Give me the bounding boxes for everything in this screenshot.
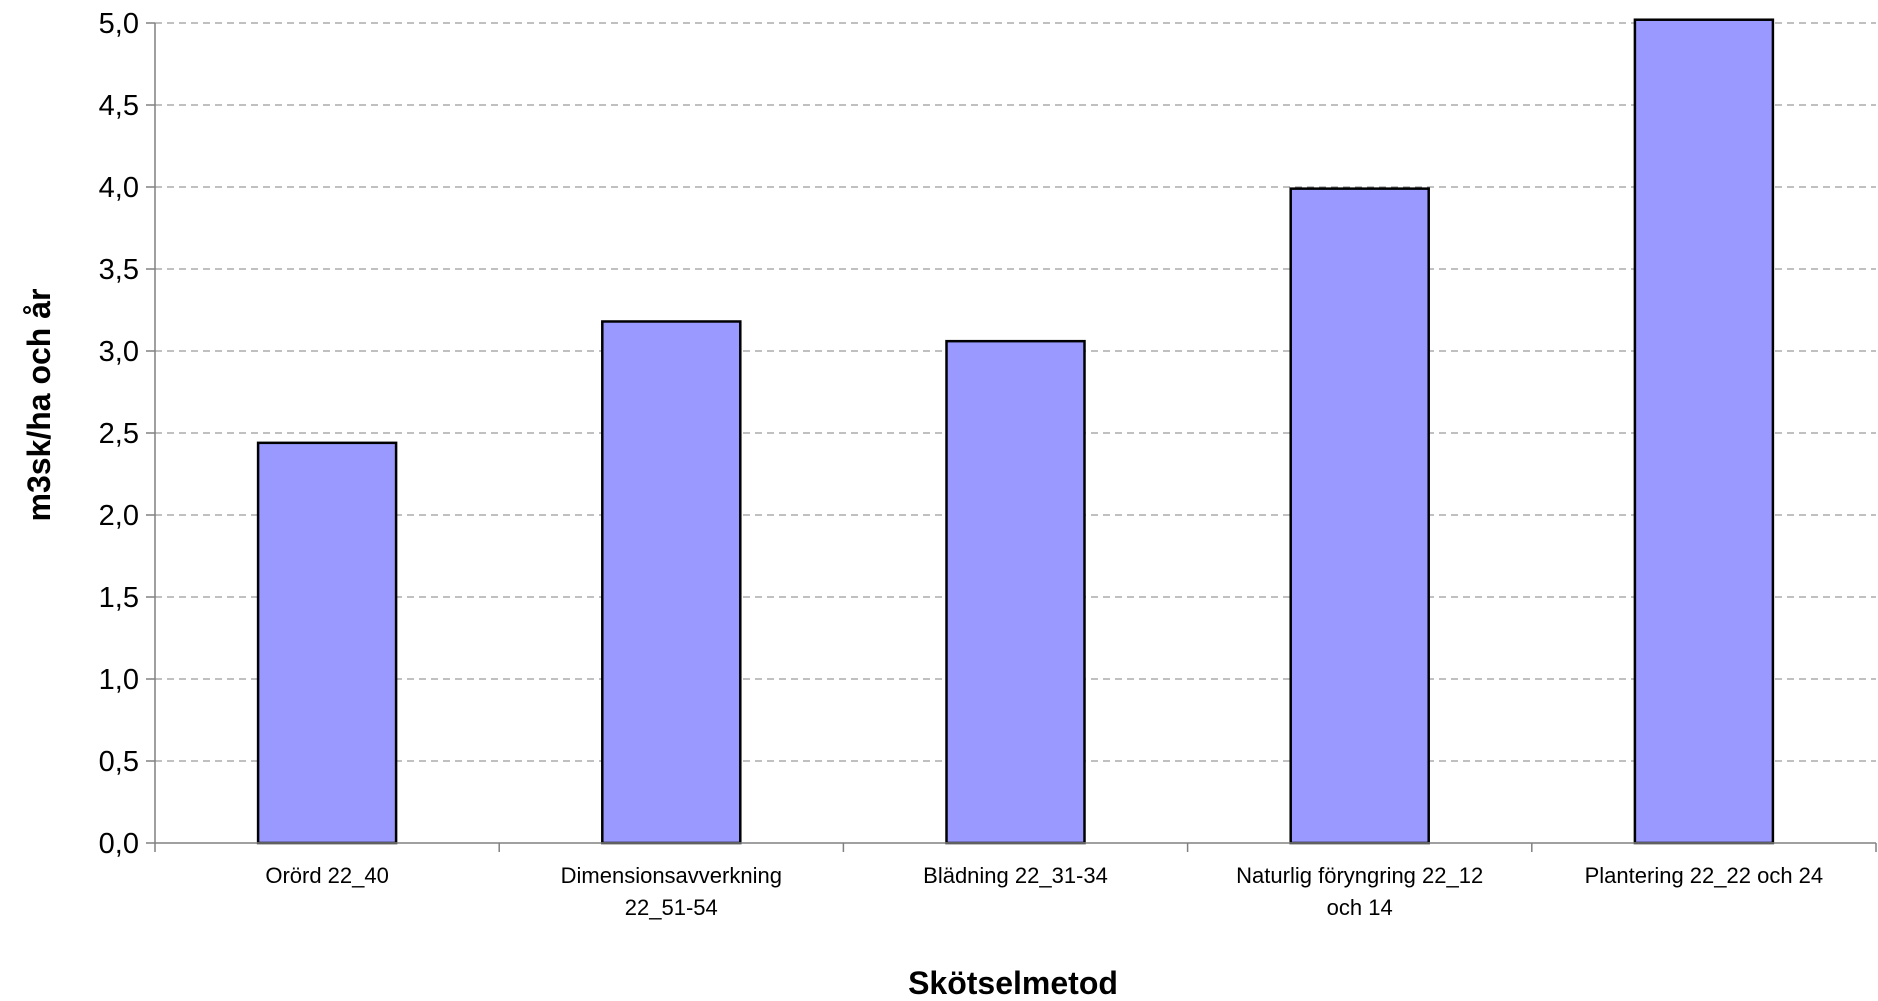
bar [945, 339, 1086, 845]
y-tick-label: 0,0 [99, 828, 139, 860]
y-tick-label: 4,5 [99, 90, 139, 122]
x-tick-label: Blädning 22_31-34 [923, 863, 1108, 888]
y-tick-label: 3,5 [99, 254, 139, 286]
x-axis-title: Skötselmetod [908, 965, 1118, 1001]
y-tick-label: 1,0 [99, 664, 139, 696]
bar [601, 320, 742, 845]
y-tick-label: 2,0 [99, 500, 139, 532]
x-tick-label-line: Blädning 22_31-34 [923, 863, 1108, 888]
y-tick-label: 4,0 [99, 172, 139, 204]
x-tick-label-line: Naturlig föryngring 22_12 [1236, 863, 1483, 888]
x-tick-labels: Orörd 22_40 Dimensionsavverkning 22_51-54 B… [265, 863, 1823, 920]
x-tick-label: Plantering 22_22 och 24 [1585, 863, 1824, 888]
bar-layer [256, 18, 1775, 845]
x-tick-label-line: Orörd 22_40 [265, 863, 389, 888]
x-tick-label: Orörd 22_40 [265, 863, 389, 888]
y-tick-label: 3,0 [99, 336, 139, 368]
y-tick-label: 5,0 [99, 8, 139, 40]
x-tick-label-line: 22_51-54 [625, 895, 718, 920]
bar [256, 441, 398, 845]
x-tick-label: Dimensionsavverkning 22_51-54 [561, 863, 782, 920]
x-tick-label-line: Plantering 22_22 och 24 [1585, 863, 1824, 888]
x-tick-label-line: Dimensionsavverkning [561, 863, 782, 888]
bar [1289, 187, 1430, 845]
x-tick-label-line: och 14 [1327, 895, 1393, 920]
y-tick-labels: 0,0 0,5 1,0 1,5 2,0 2,5 3,0 3,5 4,0 4,5 5,0 [99, 8, 139, 860]
bar [1633, 18, 1775, 845]
y-axis-title: m3sk/ha och år [21, 289, 57, 522]
grid-layer [155, 22, 1876, 762]
y-tick-label: 2,5 [99, 418, 139, 450]
y-tick-label: 0,5 [99, 746, 139, 778]
axis-layer [146, 22, 1877, 852]
y-tick-label: 1,5 [99, 582, 139, 614]
